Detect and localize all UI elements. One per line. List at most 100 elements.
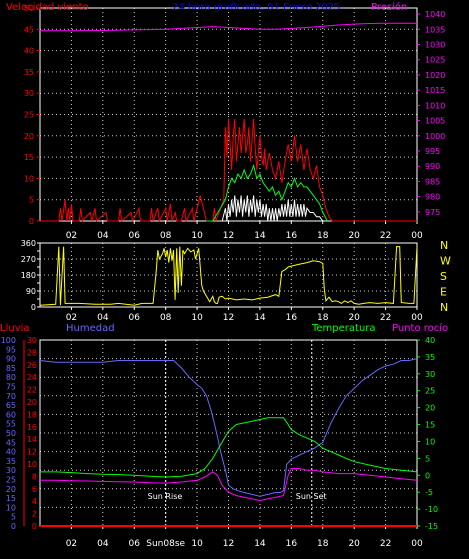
dir-xtick-label: 06 <box>129 313 141 323</box>
hum-xtick-label: 18 <box>317 539 329 549</box>
dew-series-line <box>40 468 418 502</box>
pressure-ytick-label: 980 <box>425 193 440 202</box>
temp-ytick-label: 40 <box>425 336 435 345</box>
wind-pressure-chart: 0510152025303540455097598098599099510001… <box>24 4 446 241</box>
wind-ytick-label: 50 <box>24 4 34 13</box>
rain-ytick-label: 10 <box>27 460 37 469</box>
wind-xtick-label: 12 <box>223 231 234 241</box>
rain-ytick-label: 12 <box>27 448 37 457</box>
humidity-ytick-label: 20 <box>6 485 16 494</box>
dir-ytick-label: 270 <box>21 255 36 264</box>
wind-ytick-label: 20 <box>24 132 34 141</box>
dir-xtick-label: 18 <box>317 313 329 323</box>
hum-xtick-label: 20 <box>348 539 360 549</box>
wind-ytick-label: 25 <box>24 111 34 120</box>
direction-series-line <box>39 246 418 306</box>
humidity-ytick-label: 90 <box>6 355 16 364</box>
wind-xtick-label: 00 <box>411 231 423 241</box>
chart-labels: Velocidad viento 24 hora graficado, 01 E… <box>0 1 448 334</box>
temperature-series-line <box>40 417 418 478</box>
temp-ytick-label: 5 <box>425 454 430 463</box>
temp-ytick-label: -5 <box>425 488 433 497</box>
chart-title: 24 hora graficado, 01 Enero 2025 <box>172 2 340 13</box>
temp-ytick-label: -10 <box>425 505 438 514</box>
pressure-ytick-label: 985 <box>425 177 440 186</box>
gust-series-line <box>206 163 328 222</box>
temp-ytick-label: 25 <box>425 387 435 396</box>
rain-ytick-label: 20 <box>27 398 37 407</box>
rain-ytick-label: 14 <box>27 435 37 444</box>
temp-ytick-label: 20 <box>425 404 435 413</box>
pressure-ytick-label: 975 <box>425 208 440 217</box>
hum-xtick-label: 12 <box>223 539 234 549</box>
temp-ytick-label: -15 <box>425 522 438 531</box>
dir-xtick-label: 14 <box>254 313 266 323</box>
humidity-ytick-label: 15 <box>6 494 16 503</box>
rain-ytick-label: 22 <box>27 386 37 395</box>
temp-ytick-label: 35 <box>425 353 435 362</box>
humidity-series-line <box>39 358 418 497</box>
wind-xtick-label: 10 <box>191 231 203 241</box>
dir-letter: S <box>440 270 447 283</box>
wind-xtick-label: 04 <box>97 231 109 241</box>
wind-xtick-label: 20 <box>348 231 360 241</box>
dew-point-axis-label: Punto rocío <box>392 322 448 334</box>
humidity-axis-label: Humedad <box>66 323 115 334</box>
dir-letter: N <box>440 301 448 314</box>
humidity-ytick-label: 5 <box>11 513 16 522</box>
rain-ytick-label: 2 <box>32 510 37 519</box>
rain-ytick-label: 8 <box>32 472 37 481</box>
humidity-ytick-label: 70 <box>6 392 16 401</box>
humidity-ytick-label: 60 <box>6 410 16 419</box>
rain-ytick-label: 24 <box>27 373 37 382</box>
dir-xtick-label: 02 <box>66 313 77 323</box>
dir-letter: W <box>440 255 451 268</box>
humidity-ytick-label: 55 <box>6 420 16 429</box>
wind-xtick-label: 06 <box>129 231 141 241</box>
humidity-ytick-label: 100 <box>1 336 16 345</box>
rain-ytick-label: 26 <box>27 361 37 370</box>
hum-xtick-label: 16 <box>286 539 298 549</box>
wind-xtick-label: 02 <box>66 231 77 241</box>
pressure-ytick-label: 1020 <box>425 71 445 80</box>
speed_avg-series-line <box>221 195 324 222</box>
humidity-ytick-label: 45 <box>6 438 16 447</box>
wind-xtick-label: 22 <box>380 231 391 241</box>
wind-xtick-label: 16 <box>286 231 298 241</box>
dir-xtick-label: 00 <box>411 313 423 323</box>
wind-ytick-label: 30 <box>24 89 34 98</box>
pressure-ytick-label: 1015 <box>425 86 445 95</box>
wind-ytick-label: 15 <box>24 153 34 162</box>
humidity-ytick-label: 85 <box>6 364 16 373</box>
wind-speed-axis-label: Velocidad viento <box>6 2 89 13</box>
dir-xtick-label: 10 <box>191 313 203 323</box>
pressure-ytick-label: 1005 <box>425 117 445 126</box>
pressure-ytick-label: 990 <box>425 162 440 171</box>
rain-ytick-label: 16 <box>27 423 37 432</box>
rain-ytick-label: 0 <box>32 522 37 531</box>
pressure-ytick-label: 1025 <box>425 56 445 65</box>
wind-ytick-label: 40 <box>24 47 34 56</box>
rain-axis-label: Lluvia <box>0 323 30 334</box>
dir-letter: E <box>440 286 447 299</box>
pressure-ytick-label: 1010 <box>425 101 445 110</box>
temp-ytick-label: 10 <box>425 437 435 446</box>
temp-ytick-label: 0 <box>425 471 430 480</box>
humidity-ytick-label: 65 <box>6 401 16 410</box>
dir-xtick-label: 04 <box>97 313 109 323</box>
pressure-ytick-label: 1030 <box>425 41 445 50</box>
dir-xtick-label: 20 <box>348 313 360 323</box>
wind-ytick-label: 5 <box>29 196 34 205</box>
dir-ytick-label: 180 <box>21 271 36 280</box>
rain-ytick-label: 4 <box>32 497 37 506</box>
pressure-ytick-label: 1040 <box>425 10 445 19</box>
wind-ytick-label: 0 <box>29 217 34 226</box>
wind-ytick-label: 10 <box>24 174 34 183</box>
temp-ytick-label: 15 <box>425 421 435 430</box>
hum-xtick-label: 06 <box>129 539 141 549</box>
hum-xtick-label: 00 <box>411 539 423 549</box>
dir-xtick-label: 08 <box>160 313 172 323</box>
humidity-temperature-chart: 0510152025303540455055606570758085909510… <box>1 336 438 549</box>
